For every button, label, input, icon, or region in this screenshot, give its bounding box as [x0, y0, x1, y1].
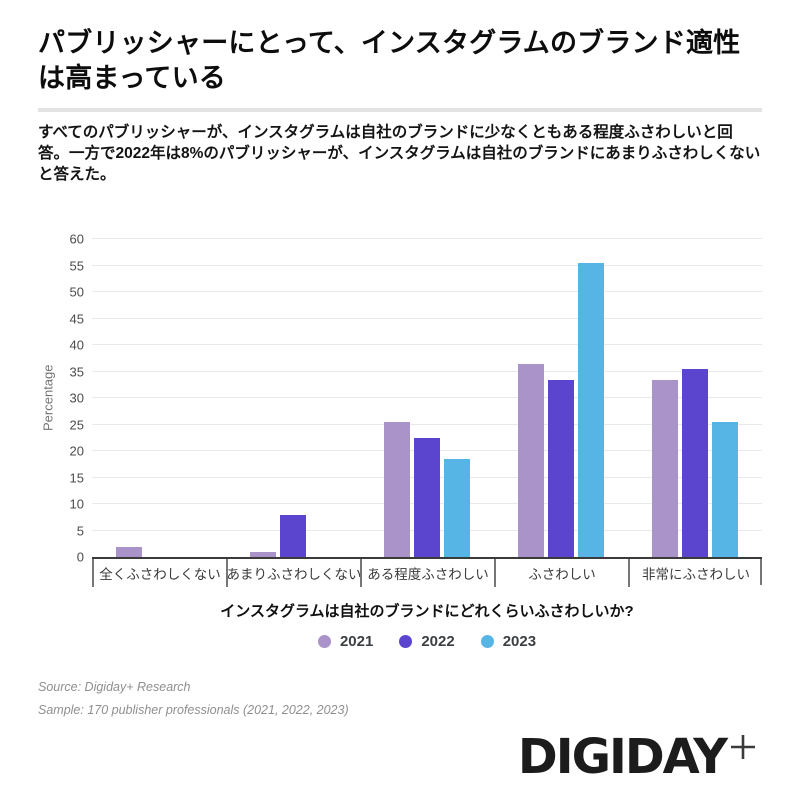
- plot-area: [92, 238, 762, 558]
- y-tick-label: 0: [76, 549, 84, 565]
- plus-icon: [731, 734, 755, 759]
- y-tick-label: 30: [69, 390, 84, 406]
- source-block: Source: Digiday+ Research Sample: 170 pu…: [38, 676, 762, 721]
- y-tick-label: 55: [69, 258, 84, 274]
- title-divider: [38, 108, 762, 113]
- y-tick-label: 20: [69, 443, 84, 459]
- digiday-logo-text: DIGIDAY: [517, 728, 728, 785]
- legend-item-2022: 2022: [399, 633, 455, 651]
- chart-plot-row: Percentage 0 5 10 15 20 25 30 35 40 45 50 55 60: [38, 232, 762, 565]
- bar-2022-category-4: [548, 379, 574, 558]
- y-tick-label: 10: [69, 496, 84, 512]
- legend-label: 2021: [339, 633, 374, 651]
- legend-item-2021: 2021: [317, 633, 374, 651]
- legend-swatch-icon: [480, 635, 494, 649]
- bar-2021-category-3: [384, 422, 410, 558]
- legend-swatch-icon: [317, 635, 331, 649]
- page-title: パブリッシャーにとって、インスタグラムのブランド適性は高まっている: [38, 28, 741, 94]
- bar-2021-category-5: [652, 379, 678, 558]
- x-axis: 全くふさわしくない あまりふさわしくない ある程度ふさわしい ふさわしい 非常にふさわし…: [92, 557, 762, 588]
- gridline: [92, 344, 762, 346]
- x-category-label: あまりふさわしくない: [226, 559, 360, 588]
- infographic-page: パブリッシャーにとって、インスタグラムのブランド適性は高まっている すべてのパブ…: [38, 26, 762, 781]
- bar-2023-category-3: [444, 459, 470, 558]
- x-axis-row: 全くふさわしくない あまりふさわしくない ある程度ふさわしい ふさわしい 非常にふさわし…: [38, 557, 762, 588]
- x-category-label: ふさわしい: [494, 559, 628, 588]
- bar-group-4: [494, 239, 628, 558]
- bar-2021-category-1: [116, 546, 142, 558]
- y-tick-label: 35: [69, 364, 84, 380]
- y-tick-label: 40: [69, 337, 84, 353]
- bar-2022-category-2: [280, 515, 306, 558]
- gridline: [92, 397, 762, 399]
- source-text: Source: Digiday+ Research: [38, 680, 191, 695]
- bar-2023-category-4: [578, 263, 604, 558]
- x-category-label: 非常にふさわしい: [628, 559, 762, 588]
- y-tick-label: 50: [69, 284, 84, 300]
- bar-groups: [92, 239, 762, 558]
- digiday-logo: DIGIDAY: [38, 733, 762, 781]
- bar-2022-category-5: [682, 369, 708, 558]
- bar-2022-category-3: [414, 438, 440, 558]
- chart-legend: 2021 2022 2023: [92, 633, 762, 650]
- legend-label: 2023: [502, 633, 537, 651]
- bar-group-1: [92, 239, 226, 558]
- gridline: [92, 238, 762, 240]
- legend-item-2023: 2023: [480, 633, 537, 651]
- x-category-label: 全くふさわしくない: [92, 559, 226, 588]
- y-tick-label: 15: [69, 470, 84, 486]
- gridline: [92, 423, 762, 425]
- y-tick-label: 5: [76, 523, 84, 539]
- x-axis-title: インスタグラムは自社のブランドにどれくらいふさわしいか?: [220, 603, 634, 621]
- y-tick-label: 25: [69, 417, 84, 433]
- legend-swatch-icon: [399, 635, 413, 649]
- y-axis-title: Percentage: [40, 365, 56, 432]
- bar-group-3: [360, 239, 494, 558]
- y-tick-label: 60: [69, 231, 84, 247]
- y-axis-tick-labels: 0 5 10 15 20 25 30 35 40 45 50 55 60: [58, 232, 92, 565]
- gridline: [92, 370, 762, 372]
- y-tick-label: 45: [69, 311, 84, 327]
- x-category-label: ある程度ふさわしい: [360, 559, 494, 588]
- bar-2021-category-2: [250, 552, 276, 558]
- sample-text: Sample: 170 publisher professionals (202…: [38, 702, 349, 717]
- legend-label: 2022: [421, 633, 455, 651]
- gridline: [92, 291, 762, 293]
- bar-chart: Percentage 0 5 10 15 20 25 30 35 40 45 50 55 60 全くふさ…: [38, 232, 762, 650]
- subtitle: すべてのパブリッシャーが、インスタグラムは自社のブランドに少なくともある程度ふさ…: [38, 124, 761, 183]
- bar-group-2: [226, 239, 360, 558]
- gridline: [92, 317, 762, 319]
- bar-group-5: [628, 239, 762, 558]
- gridline: [92, 264, 762, 266]
- bar-2021-category-4: [518, 364, 544, 558]
- bar-2023-category-5: [712, 422, 738, 558]
